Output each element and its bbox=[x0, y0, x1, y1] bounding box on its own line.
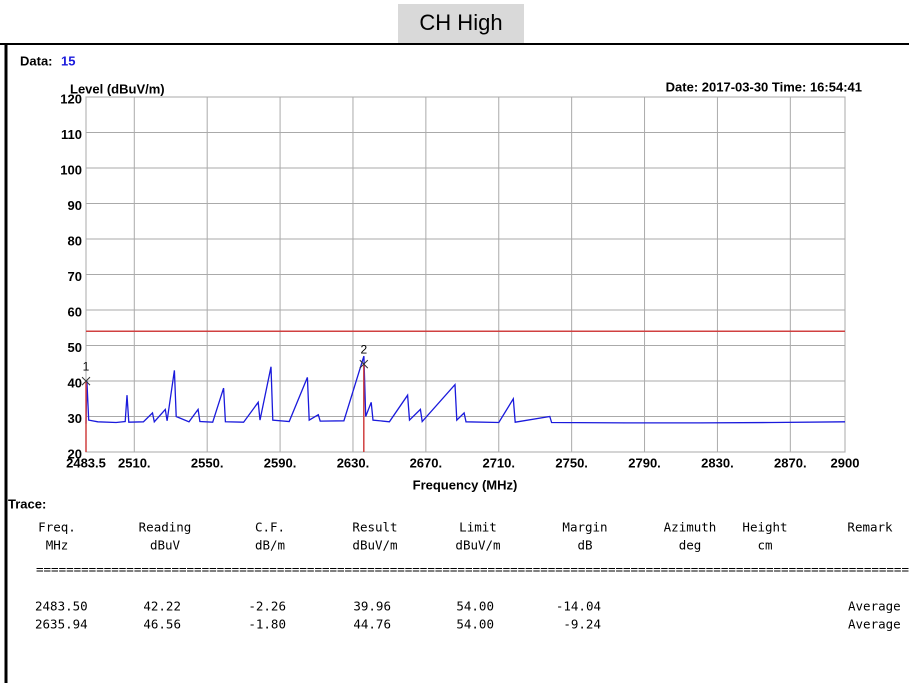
x-tick-label: 2510. bbox=[118, 455, 151, 470]
table-header: dBuV/m bbox=[455, 538, 500, 553]
y-axis-label: Level (dBuV/m) bbox=[70, 81, 165, 96]
table-header: Margin bbox=[562, 520, 607, 535]
table-header: dB bbox=[577, 538, 592, 553]
table-cell: 46.56 bbox=[143, 617, 181, 632]
table-header: Height bbox=[742, 520, 787, 535]
x-tick-label: 2483.5 bbox=[66, 455, 106, 470]
x-tick-label: 2830. bbox=[701, 455, 734, 470]
table-cell: -14.04 bbox=[556, 599, 601, 614]
y-tick-label: 80 bbox=[68, 233, 82, 248]
y-tick-label: 100 bbox=[60, 162, 82, 177]
table-header: dBuV/m bbox=[352, 538, 397, 553]
table-header: Freq. bbox=[38, 520, 76, 535]
x-tick-label: 2790. bbox=[628, 455, 661, 470]
table-remark: Average bbox=[848, 599, 901, 614]
table-header: MHz bbox=[46, 538, 69, 553]
table-cell: -2.26 bbox=[248, 599, 286, 614]
table-header: dBuV bbox=[150, 538, 181, 553]
x-tick-label: 2550. bbox=[191, 455, 224, 470]
table-header: Azimuth bbox=[664, 520, 717, 535]
table-header: dB/m bbox=[255, 538, 285, 553]
y-tick-label: 70 bbox=[68, 269, 82, 284]
x-tick-label: 2900 bbox=[831, 455, 860, 470]
x-tick-label: 2630. bbox=[337, 455, 370, 470]
x-axis-label: Frequency (MHz) bbox=[413, 477, 518, 492]
data-label: Data: bbox=[20, 53, 53, 68]
table-header: C.F. bbox=[255, 520, 285, 535]
data-value: 15 bbox=[61, 53, 75, 68]
table-cell: 42.22 bbox=[143, 599, 181, 614]
table-cell: 2483.50 bbox=[35, 599, 88, 614]
table-cell: 54.00 bbox=[456, 599, 494, 614]
y-tick-label: 20 bbox=[68, 446, 82, 461]
y-tick-label: 40 bbox=[68, 375, 82, 390]
date: Date: 2017-03-30 Time: 16:54:41 bbox=[666, 79, 862, 94]
table-cell: -9.24 bbox=[563, 617, 601, 632]
trace bbox=[85, 355, 846, 424]
table-cell: 44.76 bbox=[353, 617, 391, 632]
marker-x bbox=[81, 376, 91, 386]
x-tick-label: 2710. bbox=[482, 455, 515, 470]
x-tick-label: 2870. bbox=[774, 455, 807, 470]
x-tick-label: 2750. bbox=[555, 455, 588, 470]
table-header: Reading bbox=[139, 520, 192, 535]
trace-label: Trace: bbox=[8, 496, 46, 511]
x-tick-label: 2670. bbox=[410, 455, 443, 470]
table-cell: 39.96 bbox=[353, 599, 391, 614]
y-tick-label: 30 bbox=[68, 411, 82, 426]
badge: CH High bbox=[419, 10, 502, 35]
table-header: deg bbox=[679, 538, 702, 553]
marker-x bbox=[359, 359, 369, 369]
table-cell: 54.00 bbox=[456, 617, 494, 632]
table-header: Remark bbox=[847, 520, 893, 535]
table-cell: 2635.94 bbox=[35, 617, 88, 632]
table-cell: -1.80 bbox=[248, 617, 286, 632]
y-tick-label: 90 bbox=[68, 198, 82, 213]
badge-bg bbox=[398, 4, 524, 43]
y-tick-label: 120 bbox=[60, 91, 82, 106]
table-header: Result bbox=[352, 520, 397, 535]
x-tick-label: 2590. bbox=[264, 455, 297, 470]
y-tick-label: 110 bbox=[61, 127, 82, 142]
table-header: cm bbox=[757, 538, 772, 553]
y-tick-label: 50 bbox=[68, 340, 82, 355]
table-header: Limit bbox=[459, 520, 497, 535]
y-tick-label: 60 bbox=[68, 304, 82, 319]
table-remark: Average bbox=[848, 617, 901, 632]
table-separator: ========================================… bbox=[36, 562, 909, 577]
marker-label: 2 bbox=[360, 342, 367, 356]
marker-label: 1 bbox=[83, 359, 90, 373]
